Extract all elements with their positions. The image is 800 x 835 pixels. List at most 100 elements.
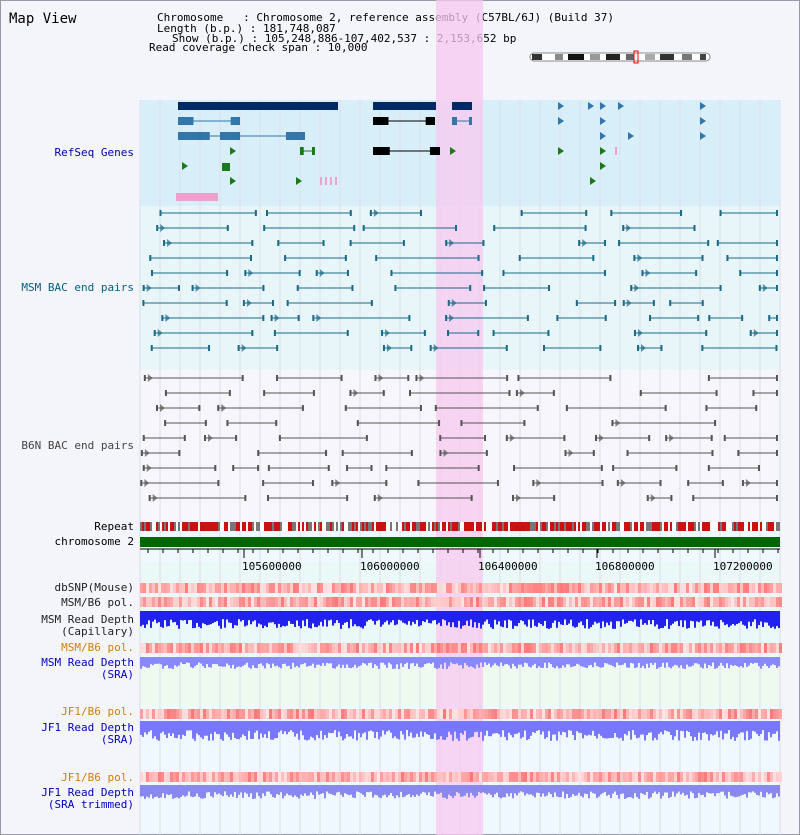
depth-bar [398, 721, 400, 740]
heat-cell [620, 643, 623, 653]
heat-cell [164, 597, 167, 607]
refseq-genes-track[interactable] [176, 102, 706, 201]
repeat-element [358, 522, 360, 531]
depth-bar [148, 721, 150, 732]
heat-cell [335, 772, 338, 782]
heat-cell [485, 772, 488, 782]
b6n-bac-pairs-track[interactable] [140, 374, 778, 502]
depth-bar [632, 657, 634, 664]
heat-cell [698, 643, 701, 653]
chromosome-ideogram[interactable] [529, 50, 711, 64]
depth-bar [756, 785, 758, 796]
heat-cell [728, 643, 731, 653]
depth-bar [564, 785, 566, 799]
depth-bar [316, 657, 318, 665]
heat-cell [695, 772, 698, 782]
depth-bar [506, 721, 508, 741]
depth-bar [140, 611, 142, 627]
depth-bar [496, 721, 498, 733]
heat-cell [572, 772, 575, 782]
heat-cell [449, 643, 452, 653]
repeat-element [212, 522, 214, 531]
depth-bar [740, 721, 742, 733]
depth-bar [678, 611, 680, 627]
heat-cell [470, 709, 473, 719]
depth-bar [358, 721, 360, 733]
b6n-bac-end [434, 405, 437, 411]
heat-cell [767, 643, 770, 653]
msm-bac-label: MSM BAC end pairs [21, 281, 134, 294]
heat-cell [740, 772, 743, 782]
highlighted-region[interactable] [436, 0, 483, 835]
heat-cell [224, 772, 227, 782]
depth-bar [450, 611, 452, 628]
repeat-element [182, 522, 184, 531]
depth-bar [364, 657, 366, 664]
depth-bar [566, 611, 568, 626]
heat-cell [755, 597, 758, 607]
depth-bar [660, 721, 662, 733]
chromosome-bar[interactable] [140, 537, 780, 547]
msm-bac-end [349, 240, 352, 246]
heat-cell [341, 583, 344, 593]
msm-bac-end [622, 300, 625, 306]
heat-cell [647, 709, 650, 719]
repeat-element [482, 522, 484, 531]
heat-tracks[interactable] [140, 583, 782, 782]
depth-bar [510, 611, 512, 621]
msm-bac-pairs-track[interactable] [142, 209, 778, 352]
b6n-bac-end [349, 390, 352, 396]
heat-cell [500, 643, 503, 653]
depth-bar [396, 657, 398, 665]
depth-tracks[interactable] [140, 611, 780, 799]
b6n-bac-end [757, 465, 760, 471]
depth-bar [330, 657, 332, 664]
heat-cell [227, 772, 230, 782]
repeat-element [530, 522, 532, 531]
depth-bar [186, 721, 188, 731]
depth-bar [360, 785, 362, 794]
repeat-element [552, 522, 554, 531]
heat-cell [155, 583, 158, 593]
depth-bar [408, 721, 410, 737]
depth-bar [208, 611, 210, 625]
heat-cell [413, 772, 416, 782]
depth-bar [556, 657, 558, 667]
heat-cell [698, 709, 701, 719]
repeat-element [712, 522, 714, 531]
heat-cell [434, 643, 437, 653]
heat-cell [305, 583, 308, 593]
heat-cell [530, 643, 533, 653]
heat-cell [680, 772, 683, 782]
msm-bac-end [469, 285, 472, 291]
repeat-element [246, 522, 248, 531]
repeat-element [718, 522, 720, 531]
repeat-element [244, 522, 246, 531]
heat-cell [542, 583, 545, 593]
heat-cell [179, 597, 182, 607]
heat-cell [176, 583, 179, 593]
heat-cell [257, 643, 260, 653]
repeat-track[interactable] [140, 522, 780, 531]
repeat-element [686, 522, 688, 531]
depth-bar [626, 657, 628, 668]
depth-bar [286, 657, 288, 667]
depth-bar [738, 785, 740, 797]
repeat-element [282, 522, 284, 531]
heat-cell [254, 643, 257, 653]
heat-cell [485, 583, 488, 593]
depth-bar [242, 785, 244, 798]
repeat-element [680, 522, 682, 531]
heat-cell [311, 772, 314, 782]
depth-bar [202, 657, 204, 667]
heat-cell [401, 643, 404, 653]
depth-bar [228, 785, 230, 797]
heat-cell [737, 709, 740, 719]
depth-bar [604, 611, 606, 627]
repeat-element [726, 522, 728, 531]
heat-cell [773, 643, 776, 653]
depth-bar [302, 785, 304, 796]
repeat-element [758, 522, 760, 531]
heat-cell [332, 583, 335, 593]
b6n-bac-end [217, 480, 220, 486]
